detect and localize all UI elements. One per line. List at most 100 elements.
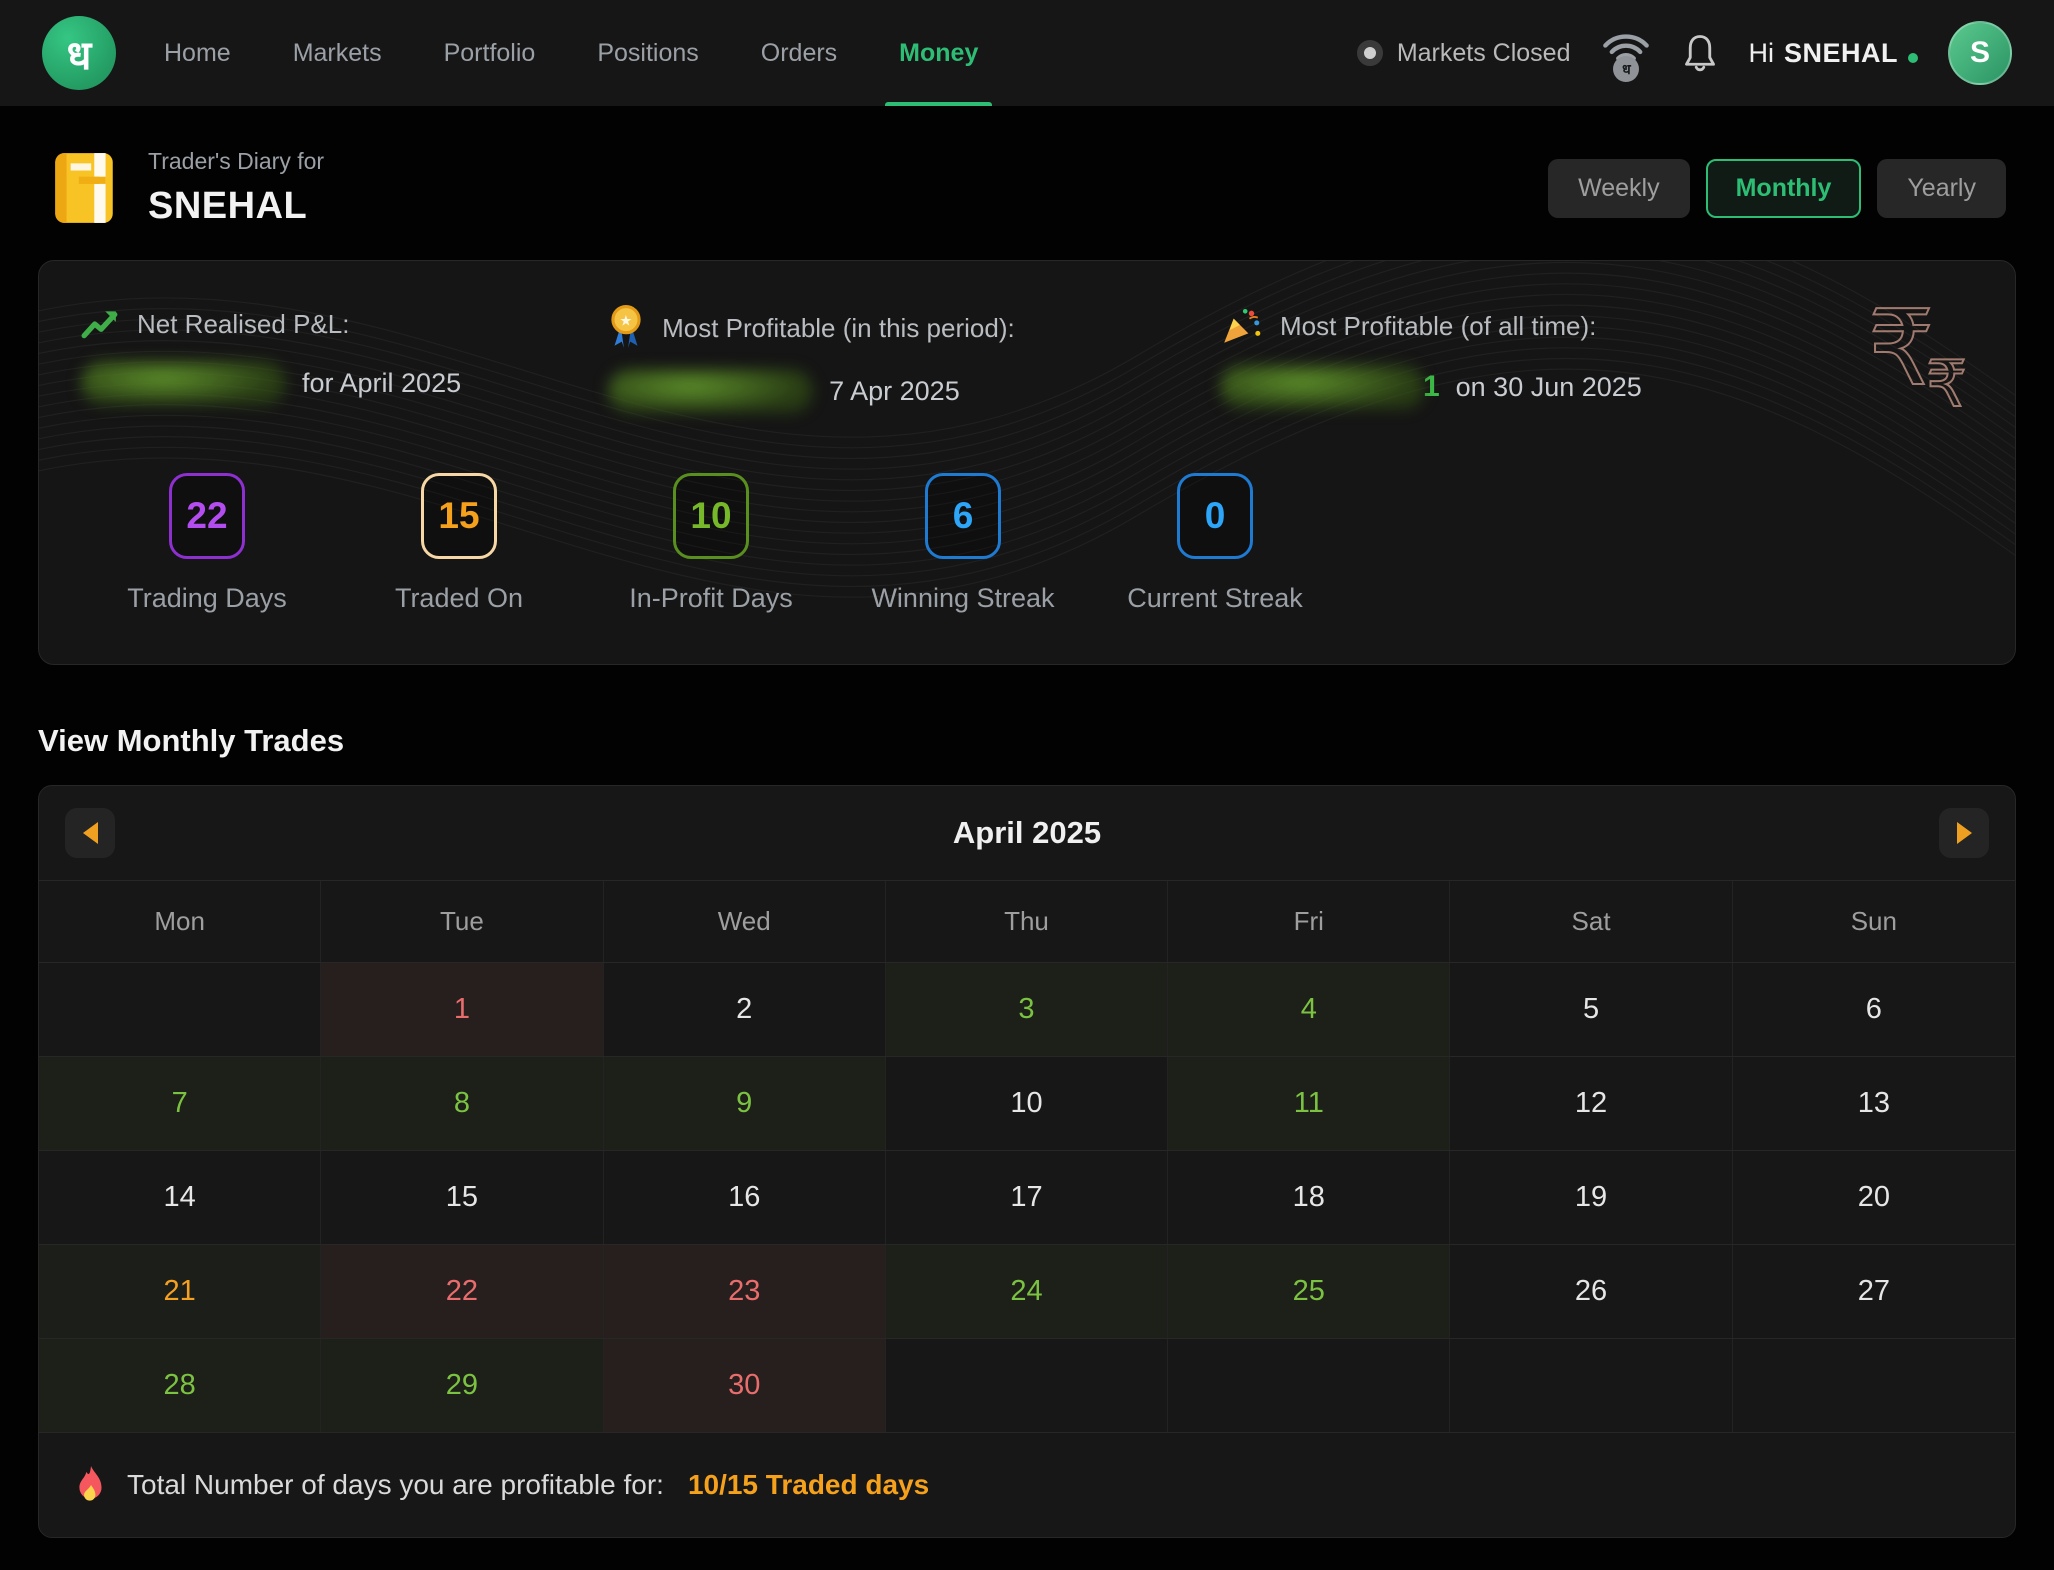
calendar-day-empty [1733, 1339, 2015, 1432]
calendar-day-19[interactable]: 19 [1450, 1151, 1733, 1244]
calendar-day-15[interactable]: 15 [321, 1151, 604, 1244]
stat-net-pnl-label: Net Realised P&L: [137, 308, 350, 339]
diary-header: Trader's Diary for SNEHAL Weekly Monthly… [0, 106, 2054, 238]
profile-avatar[interactable]: S [1948, 21, 2012, 85]
calendar-day-1[interactable]: 1 [321, 963, 604, 1056]
calendar-day-26[interactable]: 26 [1450, 1245, 1733, 1338]
calendar-day-25[interactable]: 25 [1168, 1245, 1451, 1338]
calendar-day-10[interactable]: 10 [886, 1057, 1169, 1150]
diary-notebook-icon [55, 153, 113, 223]
avatar-letter: S [1969, 36, 1990, 69]
calendar-day-9[interactable]: 9 [603, 1057, 886, 1150]
nav-item-home[interactable]: Home [164, 38, 231, 67]
calendar-week-row: 21 22 23 24 25 26 27 [39, 1245, 2015, 1339]
tab-weekly[interactable]: Weekly [1548, 158, 1690, 218]
calendar-panel: April 2025 Mon Tue Wed Thu Fri Sat Sun 1 2 3 4 5 6 7 8… [38, 785, 2016, 1538]
calendar-footer: Total Number of days you are profitable … [39, 1433, 2015, 1537]
calendar-day-16[interactable]: 16 [604, 1151, 886, 1244]
diary-username: SNEHAL [148, 185, 308, 227]
calendar-day-2[interactable]: 2 [604, 963, 886, 1056]
previous-month-button[interactable] [65, 808, 115, 858]
market-status-dot [1356, 40, 1383, 66]
notifications-bell-icon[interactable] [1682, 32, 1718, 74]
calendar-day-6[interactable]: 6 [1865, 993, 1882, 1025]
calendar-footer-value: 10/15 Traded days [687, 1469, 930, 1500]
dhan-logo[interactable]: ध [42, 16, 116, 90]
chart-up-icon [81, 311, 118, 339]
day-header-tue: Tue [321, 881, 604, 962]
counter-traded-on-value: 15 [421, 473, 497, 559]
chevron-left-icon [82, 822, 98, 844]
calendar-day-29[interactable]: 29 [321, 1339, 604, 1432]
stat-most-profitable-alltime-value-tail: 1 [1422, 370, 1440, 403]
counter-trading-days-label: Trading Days [127, 583, 287, 613]
calendar-day-23[interactable]: 23 [603, 1245, 886, 1338]
market-status-label: Markets Closed [1396, 38, 1571, 67]
connection-indicator: ध [1600, 30, 1652, 82]
calendar-day-24[interactable]: 24 [885, 1245, 1169, 1338]
svg-text:★: ★ [620, 313, 633, 329]
stat-most-profitable-period-label: Most Profitable (in this period): [662, 312, 1015, 343]
counter-in-profit-days-value: 10 [673, 473, 749, 559]
day-header-thu: Thu [886, 881, 1169, 962]
counter-winning-streak-value: 6 [925, 473, 1001, 559]
calendar-day-14[interactable]: 14 [39, 1151, 322, 1244]
calendar-day-4[interactable]: 4 [1168, 963, 1451, 1056]
greeting-prefix: Hi [1748, 37, 1774, 68]
dhan-logo-glyph: ध [66, 33, 92, 78]
calendar-day-3[interactable]: 3 [885, 963, 1169, 1056]
tab-monthly[interactable]: Monthly [1705, 158, 1862, 218]
calendar-day-28[interactable]: 28 [39, 1339, 322, 1432]
calendar-day-27[interactable]: 27 [1857, 1275, 1890, 1307]
nav-item-orders[interactable]: Orders [760, 38, 838, 67]
calendar-day-22[interactable]: 22 [321, 1245, 604, 1338]
nav-item-positions[interactable]: Positions [597, 38, 699, 67]
nav-item-money[interactable]: Money [885, 0, 993, 106]
calendar-day-empty [39, 963, 322, 1056]
calendar-day-21[interactable]: 21 [39, 1245, 322, 1338]
chevron-right-icon [1956, 822, 1972, 844]
wifi-dhan-badge: ध [1613, 56, 1640, 82]
top-navbar: ध Home Markets Portfolio Positions Order… [0, 0, 2054, 106]
stat-most-profitable-period: ★ Most Profitable (in this period): 7 Ap… [608, 305, 1220, 417]
party-popper-icon [1224, 308, 1261, 343]
calendar-day-13[interactable]: 13 [1857, 1087, 1890, 1119]
counters-row: 22 Trading Days 15 Traded On 10 In-Profi… [81, 473, 1973, 614]
stat-net-pnl-hidden-value [81, 361, 286, 405]
calendar-day-8[interactable]: 8 [321, 1057, 604, 1150]
counter-traded-on: 15 Traded On [333, 473, 585, 614]
nav-right-cluster: Markets Closed ध Hi SNEHAL S [1356, 21, 2012, 85]
calendar-week-row: 14 15 16 17 18 19 20 [39, 1151, 2015, 1245]
next-month-button[interactable] [1939, 808, 1989, 858]
diary-label: Trader's Diary for [148, 148, 325, 174]
calendar-month-header: April 2025 [39, 786, 2015, 880]
counter-current-streak-label: Current Streak [1127, 583, 1303, 613]
calendar-day-20[interactable]: 20 [1857, 1181, 1890, 1213]
counter-winning-streak: 6 Winning Streak [837, 473, 1089, 614]
calendar-day-empty [886, 1339, 1169, 1432]
calendar-day-30[interactable]: 30 [603, 1339, 886, 1432]
diary-title-block: Trader's Diary for SNEHAL [148, 148, 324, 228]
gold-medal-icon: ★ [611, 305, 641, 348]
nav-item-portfolio[interactable]: Portfolio [443, 38, 536, 67]
calendar-day-7[interactable]: 7 [39, 1057, 322, 1150]
section-title-view-monthly-trades: View Monthly Trades [38, 723, 345, 758]
calendar-day-18[interactable]: 18 [1168, 1151, 1451, 1244]
stats-row: Net Realised P&L: for April 2025 ★ Most … [81, 305, 1973, 417]
calendar-day-11[interactable]: 11 [1168, 1057, 1451, 1150]
tab-yearly[interactable]: Yearly [1877, 158, 2006, 218]
user-greeting: Hi SNEHAL [1748, 38, 1918, 69]
calendar-week-row: 7 8 9 10 11 12 13 [39, 1057, 2015, 1151]
calendar-day-5[interactable]: 5 [1450, 963, 1733, 1056]
counter-trading-days: 22 Trading Days [81, 473, 333, 614]
calendar-day-17[interactable]: 17 [886, 1151, 1169, 1244]
summary-panel: Net Realised P&L: for April 2025 ★ Most … [38, 260, 2016, 665]
day-header-fri: Fri [1168, 881, 1451, 962]
counter-current-streak: 0 Current Streak [1089, 473, 1341, 614]
stat-net-pnl-suffix: for April 2025 [302, 367, 462, 398]
nav-item-markets[interactable]: Markets [292, 38, 382, 67]
stat-most-profitable-alltime-hidden-value [1219, 365, 1425, 409]
calendar-day-12[interactable]: 12 [1450, 1057, 1733, 1150]
